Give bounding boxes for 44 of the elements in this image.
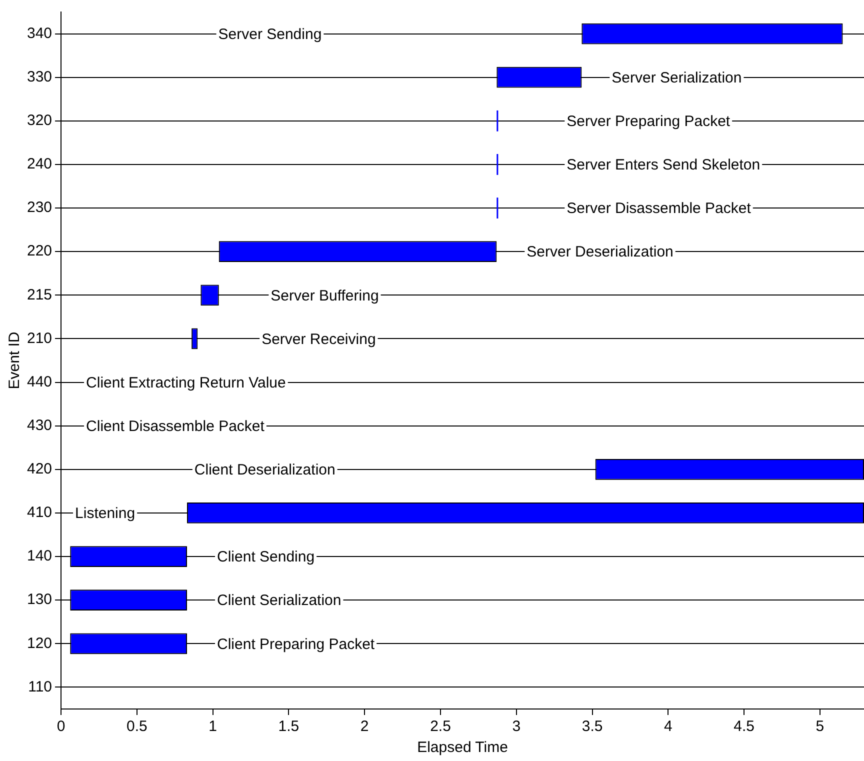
y-tick-label: 130	[26, 591, 52, 608]
x-tick-label: 3.5	[582, 718, 603, 736]
annotation: Client Disassemble Packet	[86, 418, 266, 435]
annotation: Server Serialization	[612, 69, 742, 86]
annotation: Server Disassemble Packet	[566, 200, 752, 218]
x-tick-label: 0.5	[126, 718, 148, 736]
x-tick-label: 2.5	[430, 718, 451, 736]
x-tick-label: 1.5	[278, 718, 300, 736]
annotation: Client Serialization	[217, 592, 342, 610]
annotation: Server Receiving	[262, 330, 376, 348]
annotation: Client Extracting Return Value	[86, 374, 286, 392]
annotation: Listening	[75, 505, 136, 522]
x-tick-label: 0	[56, 718, 66, 736]
y-tick-label: 330	[26, 68, 52, 86]
annotation: Server Deserialization	[526, 244, 674, 261]
y-tick-label: 210	[26, 330, 52, 347]
y-tick-label: 220	[26, 242, 52, 260]
x-tick-label: 4.5	[734, 718, 755, 736]
y-tick-label: 140	[26, 548, 52, 565]
annotation: Client Sending	[217, 548, 315, 566]
y-tick-label: 420	[26, 460, 52, 478]
annotation: Server Buffering	[270, 287, 379, 304]
x-tick-label: 1	[208, 718, 217, 736]
y-tick-label: 320	[26, 112, 52, 130]
annotation: Server Sending	[218, 26, 322, 43]
x-axis-title: Elapsed Time	[417, 739, 508, 756]
annotation: Server Preparing Packet	[566, 113, 731, 130]
y-axis-title: Event ID	[6, 332, 24, 390]
annotation: Client Deserialization	[194, 462, 336, 479]
y-tick-label: 215	[26, 286, 52, 304]
y-tick-label: 240	[26, 156, 52, 173]
annotation: Client Preparing Packet	[217, 636, 376, 653]
y-tick-label: 110	[28, 678, 52, 696]
y-tick-label: 440	[26, 373, 52, 390]
y-tick-label: 340	[26, 24, 52, 42]
y-tick-label: 410	[26, 504, 52, 522]
annotation: Server Enters Send Skeleton	[566, 156, 760, 174]
x-tick-label: 5	[816, 718, 824, 736]
x-tick-label: 2	[360, 718, 369, 736]
y-tick-label: 230	[26, 199, 52, 216]
y-tick-label: 430	[26, 416, 52, 434]
y-tick-label: 120	[26, 634, 52, 652]
x-tick-label: 3	[512, 718, 521, 736]
x-tick-label: 4	[664, 718, 672, 736]
